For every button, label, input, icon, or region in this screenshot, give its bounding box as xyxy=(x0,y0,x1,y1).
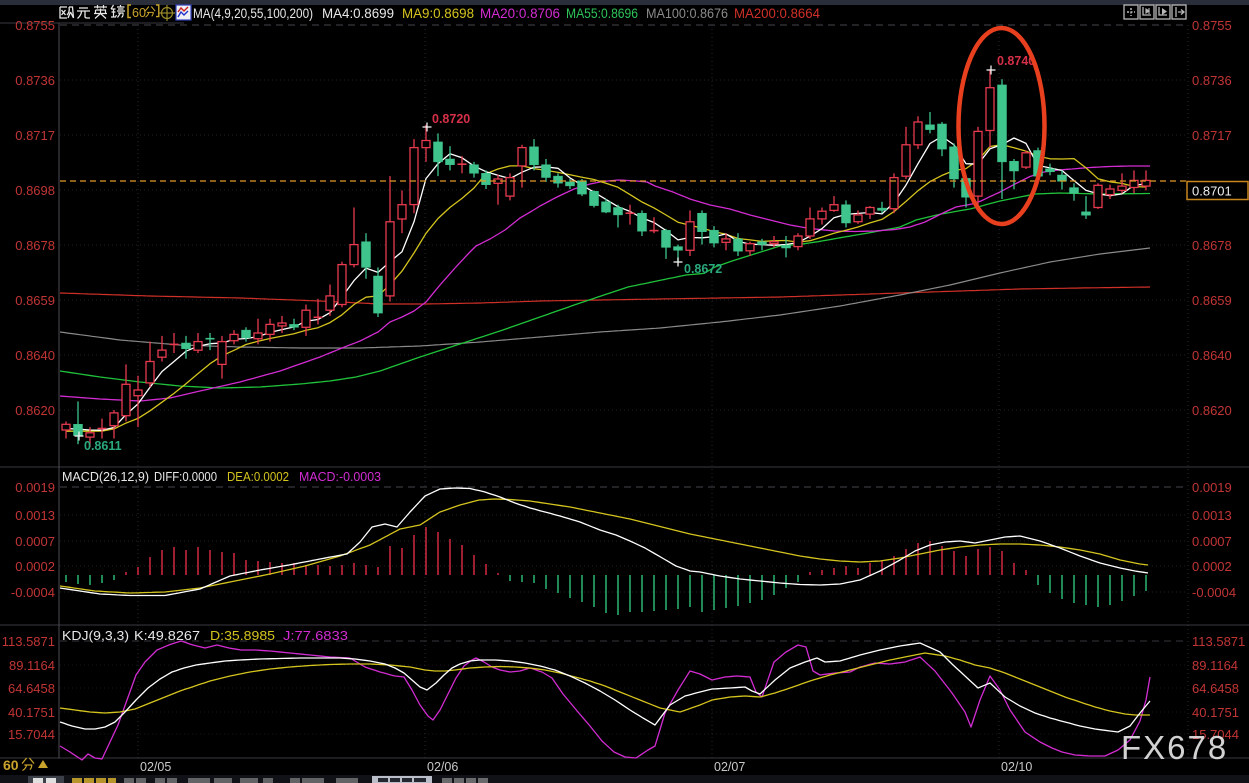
svg-text:0.8740: 0.8740 xyxy=(997,54,1035,68)
svg-text:MA(4,9,20,55,100,200): MA(4,9,20,55,100,200) xyxy=(193,6,313,21)
svg-text:MA55:0.8696: MA55:0.8696 xyxy=(566,6,638,21)
svg-text:60: 60 xyxy=(3,757,19,773)
svg-text:K:49.8267: K:49.8267 xyxy=(134,628,200,643)
svg-text:02/10: 02/10 xyxy=(1001,760,1032,774)
svg-text:0.8755: 0.8755 xyxy=(15,18,55,33)
svg-text:0.8678: 0.8678 xyxy=(1192,238,1232,253)
svg-text:MA100:0.8676: MA100:0.8676 xyxy=(646,6,728,21)
svg-text:0.8620: 0.8620 xyxy=(1192,403,1232,418)
svg-text:89.1164: 89.1164 xyxy=(9,658,55,673)
svg-text:-0.0004: -0.0004 xyxy=(11,585,55,600)
svg-text:DEA:0.0002: DEA:0.0002 xyxy=(227,469,289,484)
svg-text:0.0007: 0.0007 xyxy=(1192,534,1232,549)
svg-text:0.8736: 0.8736 xyxy=(15,73,55,88)
svg-text:MA200:0.8664: MA200:0.8664 xyxy=(734,6,820,21)
svg-text:0.8717: 0.8717 xyxy=(15,128,55,143)
svg-text:89.1164: 89.1164 xyxy=(1192,658,1238,673)
svg-text:0.8611: 0.8611 xyxy=(84,439,122,453)
svg-text:MACD(26,12,9): MACD(26,12,9) xyxy=(62,469,149,484)
svg-text:15.7044: 15.7044 xyxy=(1192,727,1239,742)
svg-text:0.8678: 0.8678 xyxy=(15,238,55,253)
svg-text:40.1751: 40.1751 xyxy=(8,705,55,720)
svg-text:MA9:0.8698: MA9:0.8698 xyxy=(402,6,474,21)
svg-text:FX678: FX678 xyxy=(1121,729,1228,766)
svg-text:0.8720: 0.8720 xyxy=(432,112,470,126)
svg-text:0.8698: 0.8698 xyxy=(15,183,55,198)
svg-text:113.5871: 113.5871 xyxy=(1192,634,1245,649)
svg-text:0.8659: 0.8659 xyxy=(1192,293,1232,308)
svg-text:0.8640: 0.8640 xyxy=(15,348,55,363)
svg-text:15.7044: 15.7044 xyxy=(8,727,55,742)
svg-text:0.8672: 0.8672 xyxy=(684,262,722,276)
svg-text:02/05: 02/05 xyxy=(140,760,171,774)
svg-text:MACD:-0.0003: MACD:-0.0003 xyxy=(299,469,381,484)
svg-text:0.8640: 0.8640 xyxy=(1192,348,1232,363)
svg-text:0.0007: 0.0007 xyxy=(15,534,55,549)
svg-text:0.0013: 0.0013 xyxy=(15,508,55,523)
svg-text:MA4:0.8699: MA4:0.8699 xyxy=(322,6,394,21)
svg-text:0.8659: 0.8659 xyxy=(15,293,55,308)
svg-text:02/06: 02/06 xyxy=(427,760,458,774)
svg-text:KDJ(9,3,3): KDJ(9,3,3) xyxy=(62,628,129,643)
svg-text:0.0019: 0.0019 xyxy=(1192,480,1232,495)
svg-text:0.0019: 0.0019 xyxy=(15,480,55,495)
svg-text:0.8755: 0.8755 xyxy=(1192,18,1232,33)
svg-text:0.8736: 0.8736 xyxy=(1192,73,1232,88)
svg-text:DIFF:0.0000: DIFF:0.0000 xyxy=(154,469,217,484)
svg-text:0.8701: 0.8701 xyxy=(1192,184,1232,199)
svg-text:-0.0004: -0.0004 xyxy=(1192,585,1236,600)
svg-text:64.6458: 64.6458 xyxy=(1192,681,1239,696)
svg-text:113.5871: 113.5871 xyxy=(2,634,55,649)
svg-text:0.8620: 0.8620 xyxy=(15,403,55,418)
svg-text:02/07: 02/07 xyxy=(714,760,745,774)
svg-text:MA20:0.8706: MA20:0.8706 xyxy=(480,6,560,21)
svg-text:0.0002: 0.0002 xyxy=(15,559,55,574)
svg-text:64.6458: 64.6458 xyxy=(8,681,55,696)
svg-text:60: 60 xyxy=(132,6,146,20)
svg-text:0.8717: 0.8717 xyxy=(1192,128,1232,143)
svg-text:0.0002: 0.0002 xyxy=(1192,559,1232,574)
svg-text:0.0013: 0.0013 xyxy=(1192,508,1232,523)
svg-text:40.1751: 40.1751 xyxy=(1192,705,1239,720)
svg-text:D:35.8985: D:35.8985 xyxy=(210,628,275,643)
svg-text:J:77.6833: J:77.6833 xyxy=(283,628,348,643)
